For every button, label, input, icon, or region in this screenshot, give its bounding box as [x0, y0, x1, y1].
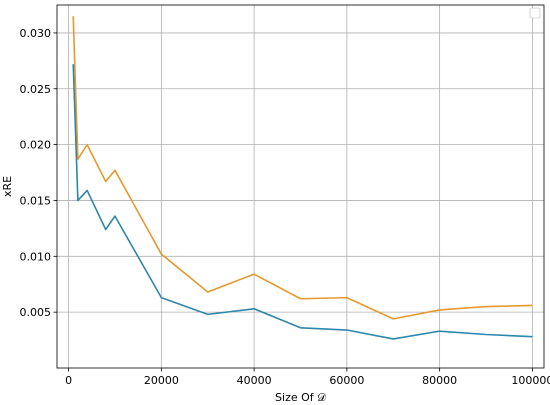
series-lines: [72, 16, 533, 340]
x-tick-label: 100000: [511, 374, 550, 387]
x-tick-label: 0: [65, 374, 72, 387]
x-tick-label: 60000: [329, 374, 364, 387]
y-tick-label: 0.015: [20, 194, 52, 207]
x-tick-label: 80000: [422, 374, 457, 387]
plot-frame: [56, 4, 545, 369]
y-tick-label: 0.030: [20, 27, 52, 40]
y-tick-label: 0.025: [20, 83, 52, 96]
x-tick-label: 20000: [144, 374, 179, 387]
grid: [57, 5, 544, 368]
x-tick-label: 40000: [237, 374, 272, 387]
y-tick-label: 0.010: [20, 250, 52, 263]
series-line-2: [72, 64, 533, 340]
y-tick-label: 0.020: [20, 139, 52, 152]
axis-ticks: 0 20000 40000 60000 80000 100000 0.005 0.010 0.0…: [20, 27, 550, 387]
y-tick-label: 0.005: [20, 306, 52, 319]
y-axis-label: xRE: [1, 176, 14, 197]
series-line-1: [72, 16, 533, 320]
legend-box: [529, 7, 541, 19]
x-axis-label: Size Of 𝒟: [275, 391, 326, 404]
